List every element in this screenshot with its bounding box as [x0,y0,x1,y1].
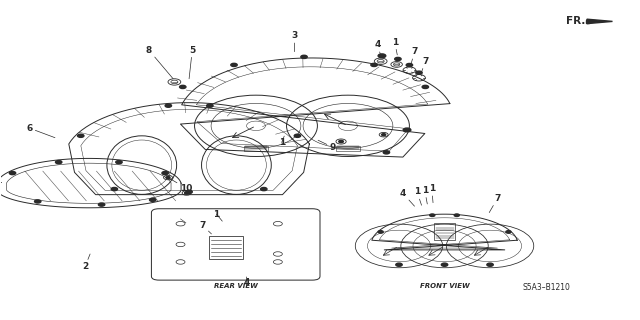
Text: 7: 7 [421,57,429,74]
Circle shape [454,214,460,217]
Text: 9: 9 [318,140,336,152]
Bar [335,146,360,151]
Circle shape [116,161,122,164]
Text: 1: 1 [392,38,398,55]
Circle shape [378,54,386,58]
Circle shape [180,85,186,89]
Circle shape [487,263,493,266]
Text: 10: 10 [168,178,192,193]
Circle shape [260,188,267,191]
Text: S5A3–B1210: S5A3–B1210 [523,283,571,292]
Text: 4: 4 [243,277,250,287]
Circle shape [395,57,401,60]
Circle shape [403,128,411,132]
Text: 4: 4 [400,189,415,206]
Circle shape [396,263,402,266]
Circle shape [416,71,422,74]
Text: REAR VIEW: REAR VIEW [214,283,258,289]
Circle shape [429,214,435,217]
Circle shape [422,85,429,89]
Text: 6: 6 [26,124,55,138]
Text: 4: 4 [374,40,381,57]
Circle shape [77,134,84,137]
Circle shape [56,161,62,164]
Text: 1: 1 [414,188,422,205]
Bar [244,146,268,151]
Text: 1: 1 [422,186,428,204]
Text: 1: 1 [213,210,222,221]
Circle shape [162,172,168,175]
Circle shape [166,177,170,179]
Text: 7: 7 [411,47,418,65]
Circle shape [186,190,192,194]
Text: 2: 2 [82,254,90,271]
Circle shape [150,198,156,201]
Circle shape [339,140,344,143]
Circle shape [35,200,41,203]
Circle shape [381,134,386,136]
Polygon shape [587,19,612,24]
Circle shape [442,263,448,266]
Circle shape [406,63,413,67]
Text: 8: 8 [146,45,173,79]
Bar [586,20,589,23]
Text: 7: 7 [199,221,211,234]
Circle shape [301,55,307,59]
Text: 1: 1 [278,136,285,147]
Circle shape [506,231,511,233]
Circle shape [10,172,16,175]
Text: 5: 5 [189,45,195,79]
Circle shape [378,231,383,233]
Text: FR.: FR. [566,16,585,27]
Text: FRONT VIEW: FRONT VIEW [420,283,469,289]
Circle shape [184,192,189,194]
Circle shape [383,151,390,154]
Circle shape [111,188,118,191]
Circle shape [294,134,301,137]
Circle shape [165,104,172,107]
Circle shape [207,104,213,107]
Circle shape [231,63,237,67]
Bar [435,223,455,240]
Circle shape [99,203,105,206]
Text: 7: 7 [489,194,500,212]
Text: 3: 3 [291,31,298,52]
Circle shape [371,63,377,67]
Text: 1: 1 [429,184,435,203]
Bar [209,236,243,259]
